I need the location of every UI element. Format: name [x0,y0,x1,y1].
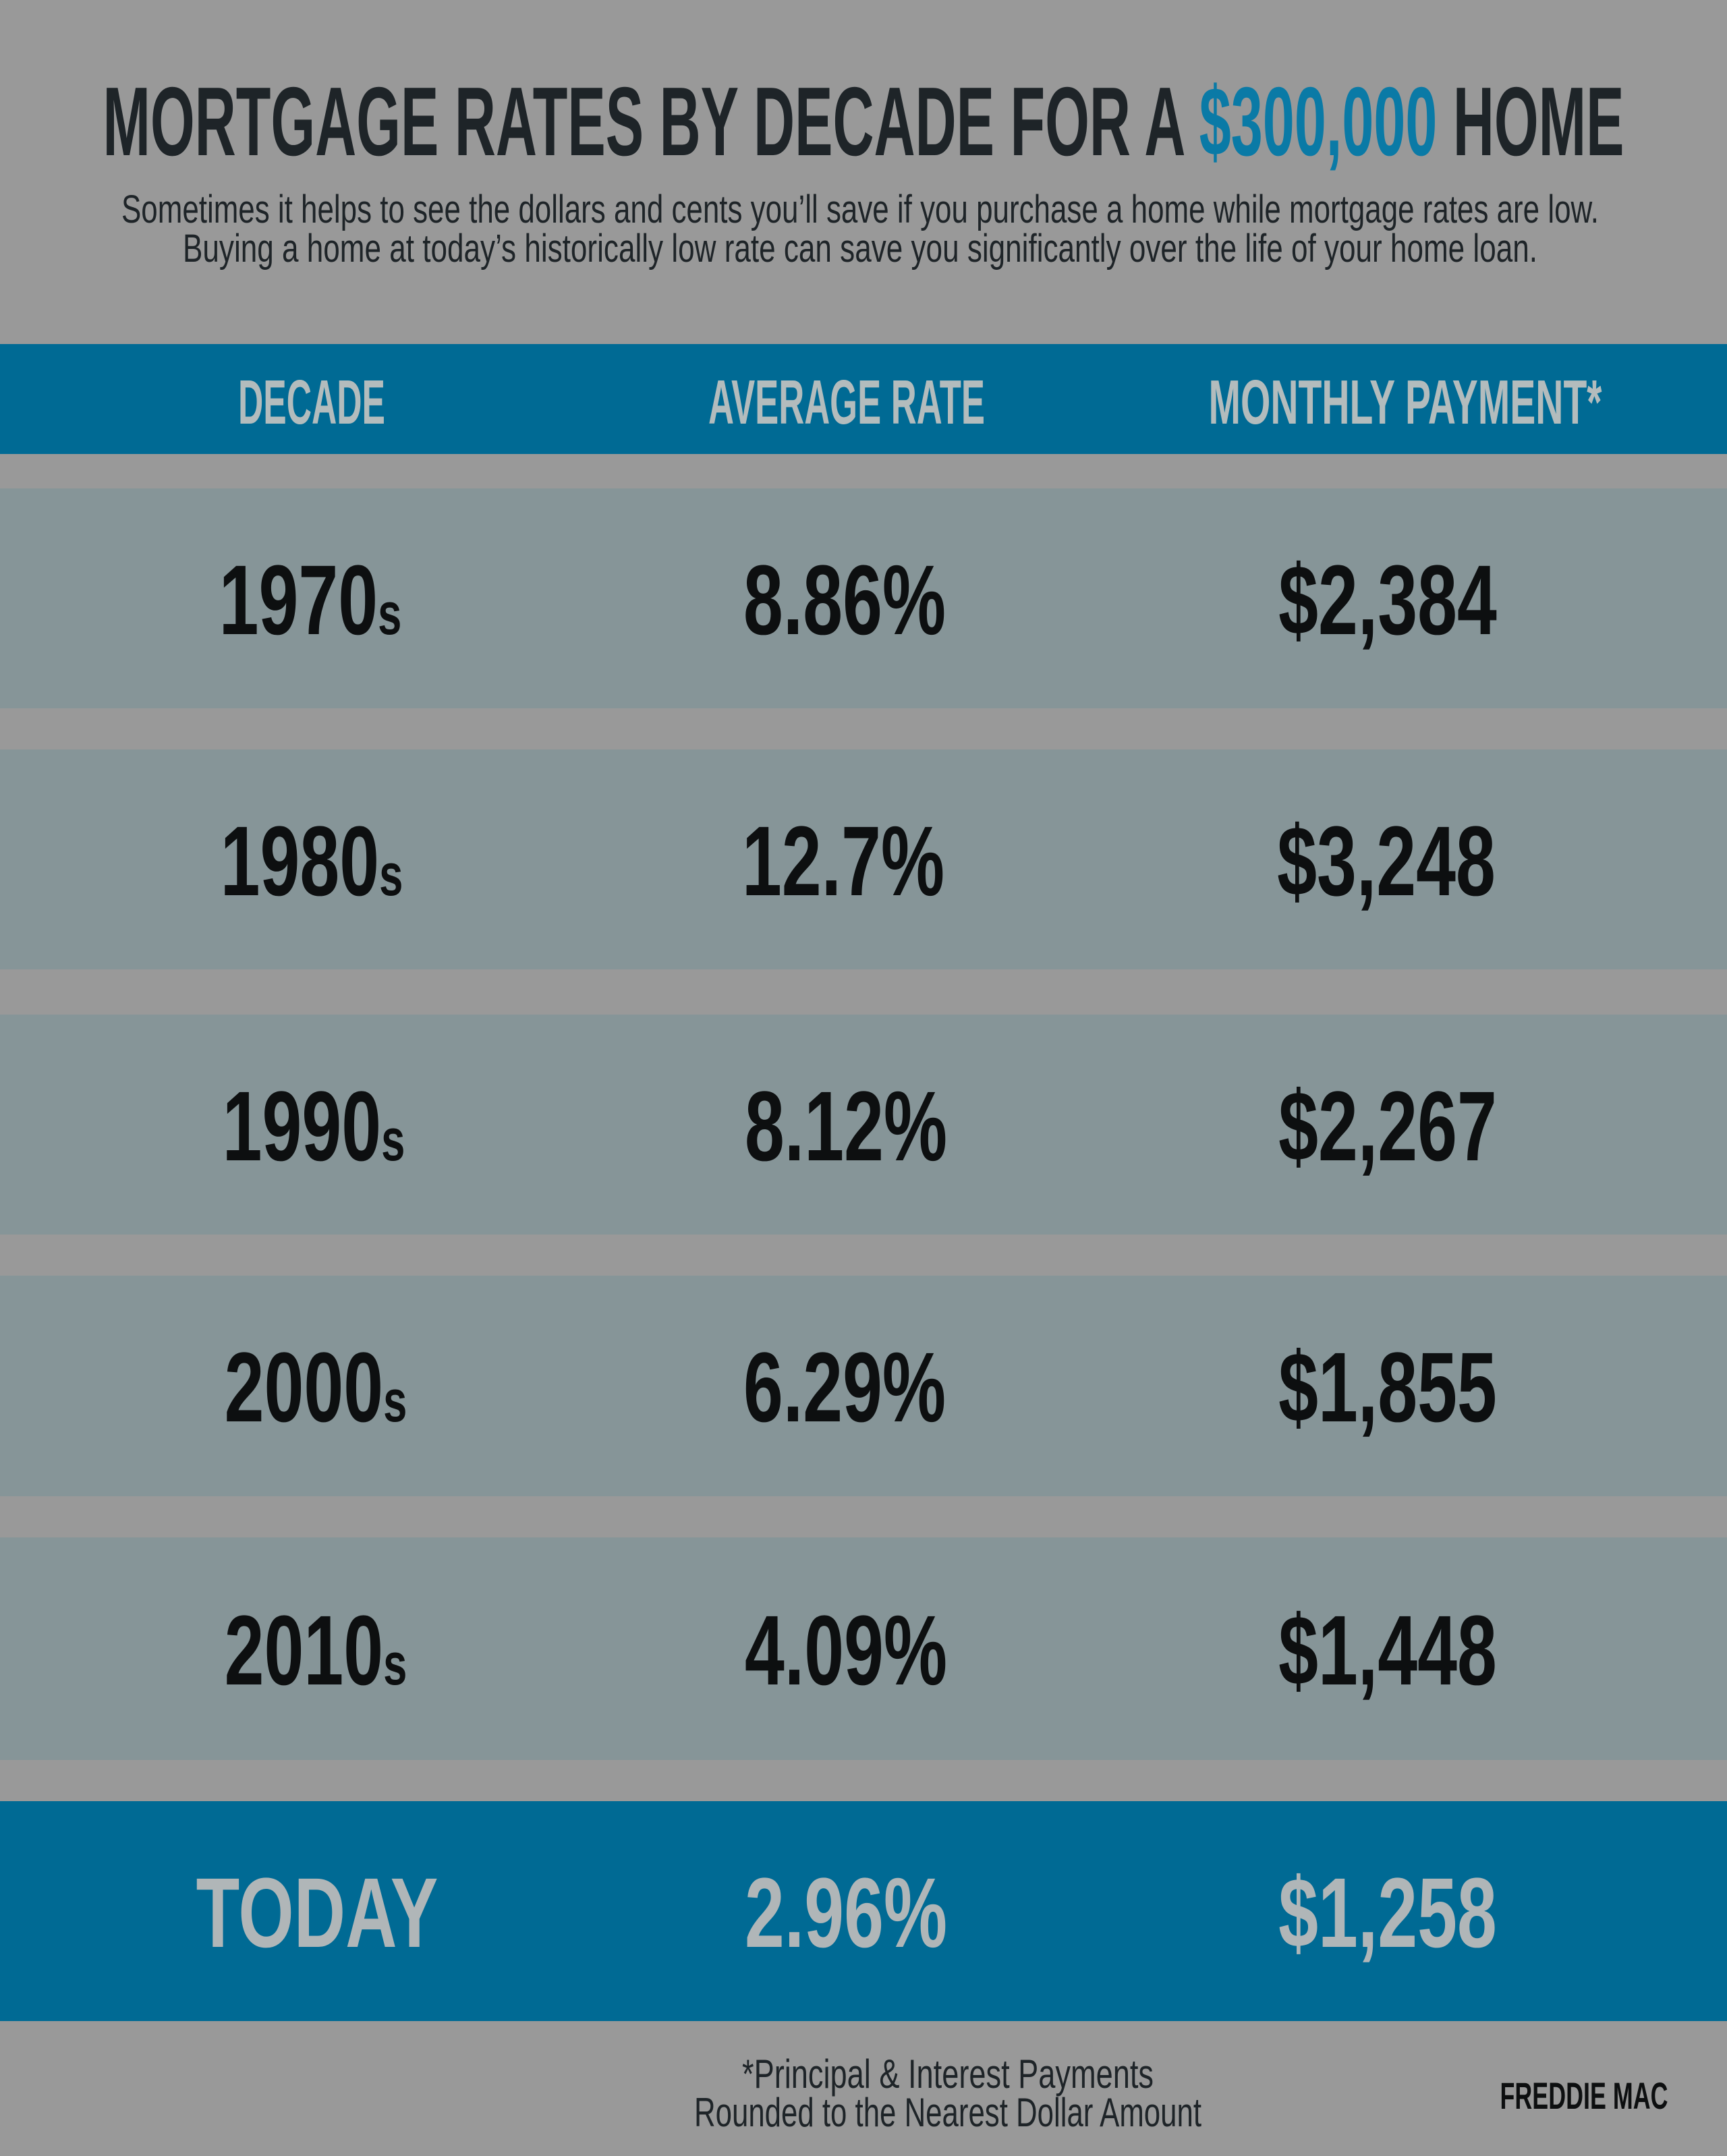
row-background [0,1276,1727,1496]
today-label: TODAY [196,1858,438,1968]
decade-cell: 1980s [221,806,403,917]
table-header [0,344,1727,454]
table-row: 1990s 8.12% $2,267 [0,1015,1727,1235]
today-payment: $1,258 [1278,1858,1497,1968]
rate-cell: 8.12% [745,1071,947,1182]
today-row: TODAY 2.96% $1,258 [0,1801,1727,2021]
today-row-background [0,1801,1727,2021]
decade-cell: 1970s [219,545,402,656]
column-header-rate: AVERAGE RATE [708,367,985,437]
subtitle-line-1: Sometimes it helps to see the dollars an… [121,188,1599,231]
decade-cell: 2000s [225,1332,407,1443]
title-price-highlight: $300,000 [1199,67,1438,176]
rate-cell: 6.29% [743,1332,946,1443]
row-background [0,749,1727,969]
table-row: 1980s 12.7% $3,248 [0,749,1727,969]
table-row: 2000s 6.29% $1,855 [0,1276,1727,1496]
row-background [0,488,1727,708]
column-header-payment: MONTHLY PAYMENT* [1209,367,1602,437]
rate-cell: 4.09% [745,1595,947,1706]
table-row: 1970s 8.86% $2,384 [0,488,1727,708]
title-text: MORTGAGE RATES BY DECADE FOR A [103,67,1199,176]
row-background [0,1537,1727,1760]
rate-cell: 12.7% [742,806,944,917]
payment-cell: $1,855 [1278,1332,1497,1443]
title-suffix: HOME [1437,67,1624,176]
footnote-line-1: *Principal & Interest Payments [742,2051,1154,2097]
payment-cell: $1,448 [1278,1595,1497,1706]
footnote-line-2: Rounded to the Nearest Dollar Amount [694,2090,1201,2135]
table-row: 2010s 4.09% $1,448 [0,1537,1727,1760]
decade-cell: 1990s [223,1071,405,1182]
source-label: FREDDIE MAC [1500,2074,1668,2117]
subtitle-line-2: Buying a home at today’s historically lo… [183,227,1537,271]
payment-cell: $2,384 [1278,545,1497,656]
decade-cell: 2010s [225,1595,407,1706]
payment-cell: $3,248 [1277,806,1496,917]
rate-cell: 8.86% [743,545,946,656]
row-background [0,1015,1727,1235]
page-title: MORTGAGE RATES BY DECADE FOR A $300,000 … [103,67,1624,176]
today-rate: 2.96% [745,1858,947,1968]
column-header-decade: DECADE [238,367,385,437]
payment-cell: $2,267 [1278,1071,1497,1182]
